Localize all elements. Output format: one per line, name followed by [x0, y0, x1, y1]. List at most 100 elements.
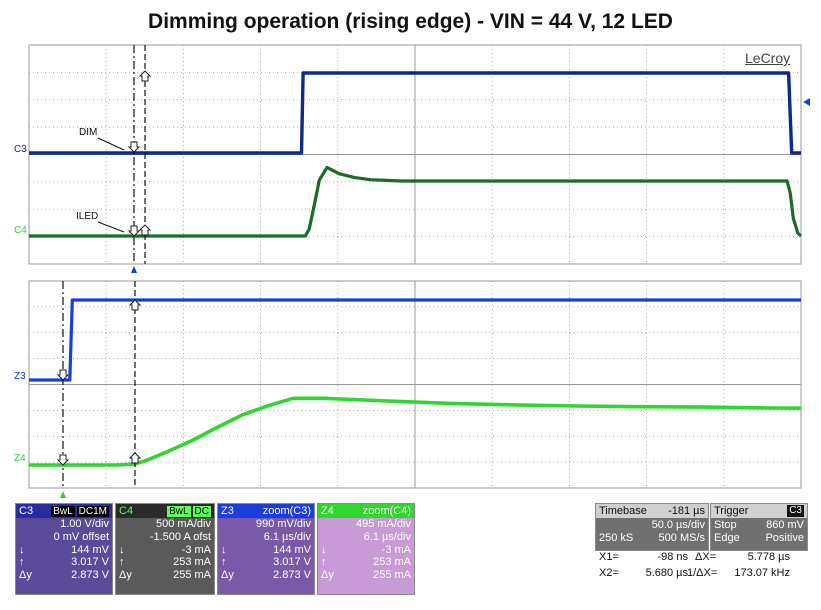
grid-zoom [28, 280, 802, 489]
trigger-type: Edge [714, 531, 740, 544]
row-value: 144 mV [71, 543, 109, 556]
x1-label: X1= [599, 551, 619, 563]
row-key: ↓ [119, 543, 125, 556]
panel-row: 0 mV offset [16, 531, 112, 544]
channel-panel-c3[interactable]: C3 BwL DC1M 1.00 V/div 0 mV offset ↓ 144 mV ↑… [15, 503, 113, 595]
trigger-panel[interactable]: Trigger C3 Stop 860 mV Edge Positive [710, 503, 808, 551]
dx-label: ΔX= [695, 551, 717, 563]
cursor-up-marker [128, 299, 142, 311]
leader-dim [97, 137, 125, 151]
ground-marker-z4: Z4 [14, 453, 26, 464]
cursor-up-marker [138, 224, 152, 236]
panel-row: ↑ 3.017 V [16, 556, 112, 569]
row-value: 1.00 V/div [60, 518, 109, 530]
row-value: 3.017 V [273, 556, 311, 569]
chart-title: Dimming operation (rising edge) - VIN = … [148, 10, 673, 33]
panel-row: 495 mA/div [318, 518, 414, 531]
leader-iled [97, 221, 125, 233]
trace-c4 [29, 165, 803, 238]
row-value: 6.1 µs/div [263, 530, 311, 543]
inverse-dx-value: 173.07 kHz [734, 567, 790, 579]
cursor-down-marker [127, 225, 141, 237]
zoom-channel-label: Z3 [221, 505, 234, 517]
sample-rate: 500 MS/s [658, 531, 705, 544]
bandwidth-limit-badge: BwL [167, 506, 191, 517]
row-value: 6.1 µs/div [363, 530, 411, 543]
panel-row: 6.1 µs/div [318, 531, 414, 544]
panel-row: ↓ -3 mA [116, 544, 214, 557]
x2-label: X2= [599, 567, 619, 579]
panel-row: ↑ 253 mA [318, 556, 414, 569]
x2-value: 5.680 µs [645, 567, 688, 579]
cursor-up-marker [128, 452, 142, 464]
row-value: 144 mV [273, 543, 311, 556]
cursor-up-marker [138, 70, 152, 82]
timebase-panel[interactable]: Timebase -181 µs 50.0 µs/div 250 kS 500 M… [595, 503, 709, 551]
trigger-position-arrow [131, 266, 137, 273]
panel-row: ↓ -3 mA [318, 544, 414, 557]
row-value: 495 mA/div [355, 518, 411, 530]
trace-label-dim: DIM [79, 127, 97, 138]
zoom-channel-label: Z4 [321, 505, 334, 517]
row-key: ↑ [321, 556, 327, 569]
trace-z3 [29, 298, 801, 382]
panel-row: ↓ 144 mV [16, 544, 112, 557]
panel-row: 1.00 V/div [16, 518, 112, 531]
row-key: ↑ [19, 556, 25, 569]
panel-row: ↑ 253 mA [116, 556, 214, 569]
row-value: 3.017 V [71, 556, 109, 569]
panel-row: ↑ 3.017 V [218, 556, 314, 569]
row-key: ↓ [321, 543, 327, 556]
ground-marker-c4: C4 [14, 225, 27, 236]
bandwidth-limit-badge: BwL [51, 506, 75, 517]
panel-row: Δy 2.873 V [218, 569, 314, 582]
channel-panel-c4[interactable]: C4 BwL DC 500 mA/div -1.500 A ofst ↓ -3 mA ↑ 2… [115, 503, 215, 595]
row-value: 2.873 V [273, 569, 311, 582]
x1-value: -98 ns [657, 551, 688, 563]
row-key: ↑ [221, 556, 227, 569]
trigger-level-arrow [803, 98, 810, 106]
inverse-dx-label: 1/ΔX= [687, 567, 718, 579]
row-key: ↓ [19, 543, 25, 556]
cursor-measurements: X1= -98 ns ΔX= 5.778 µs X2= 5.680 µs 1/Δ… [595, 549, 810, 581]
panel-row: 6.1 µs/div [218, 531, 314, 544]
row-key: Δy [119, 569, 132, 582]
cursor-down-marker [127, 141, 141, 153]
zoom-panel-z4[interactable]: Z4 zoom(C4) 495 mA/div 6.1 µs/div ↓ -3 mA ↑ 2… [317, 503, 415, 595]
panel-row: -1.500 A ofst [116, 531, 214, 544]
row-value: -3 mA [381, 543, 411, 556]
panel-row: 500 mA/div [116, 518, 214, 531]
dx-value: 5.778 µs [747, 551, 790, 563]
row-value: 0 mV offset [53, 530, 109, 543]
brand-logo: LeCroy [745, 50, 791, 66]
panel-row: Δy 255 mA [318, 569, 414, 582]
row-value: 255 mA [373, 569, 411, 582]
row-value: -1.500 A ofst [149, 530, 211, 543]
panel-row: ↓ 144 mV [218, 544, 314, 557]
ground-marker-z3: Z3 [14, 371, 26, 382]
timebase-label: Timebase [599, 505, 647, 517]
row-value: -3 mA [181, 543, 211, 556]
channel-label: C4 [119, 505, 134, 517]
panel-row: Δy 2.873 V [16, 569, 112, 582]
row-key: Δy [321, 569, 334, 582]
zoom-trigger-arrow [60, 491, 66, 498]
cursor-down-marker [56, 369, 70, 381]
timebase-per-div: 50.0 µs/div [651, 519, 705, 531]
row-key: ↓ [221, 543, 227, 556]
row-value: 253 mA [373, 556, 411, 569]
zoom-panel-z3[interactable]: Z3 zoom(C3) 990 mV/div 6.1 µs/div ↓ 144 mV ↑… [217, 503, 315, 595]
trigger-label: Trigger [714, 505, 749, 517]
coupling-badge: DC1M [76, 506, 109, 517]
row-value: 253 mA [173, 556, 211, 569]
row-value: 990 mV/div [255, 518, 311, 530]
timebase-delay: -181 µs [668, 505, 705, 517]
coupling-badge: DC [192, 506, 211, 517]
channel-label: C3 [19, 505, 34, 517]
zoom-source-label: zoom(C4) [362, 505, 411, 517]
trigger-level: 860 mV [766, 519, 804, 531]
panel-row: 990 mV/div [218, 518, 314, 531]
row-key: Δy [221, 569, 234, 582]
row-value: 255 mA [173, 569, 211, 582]
